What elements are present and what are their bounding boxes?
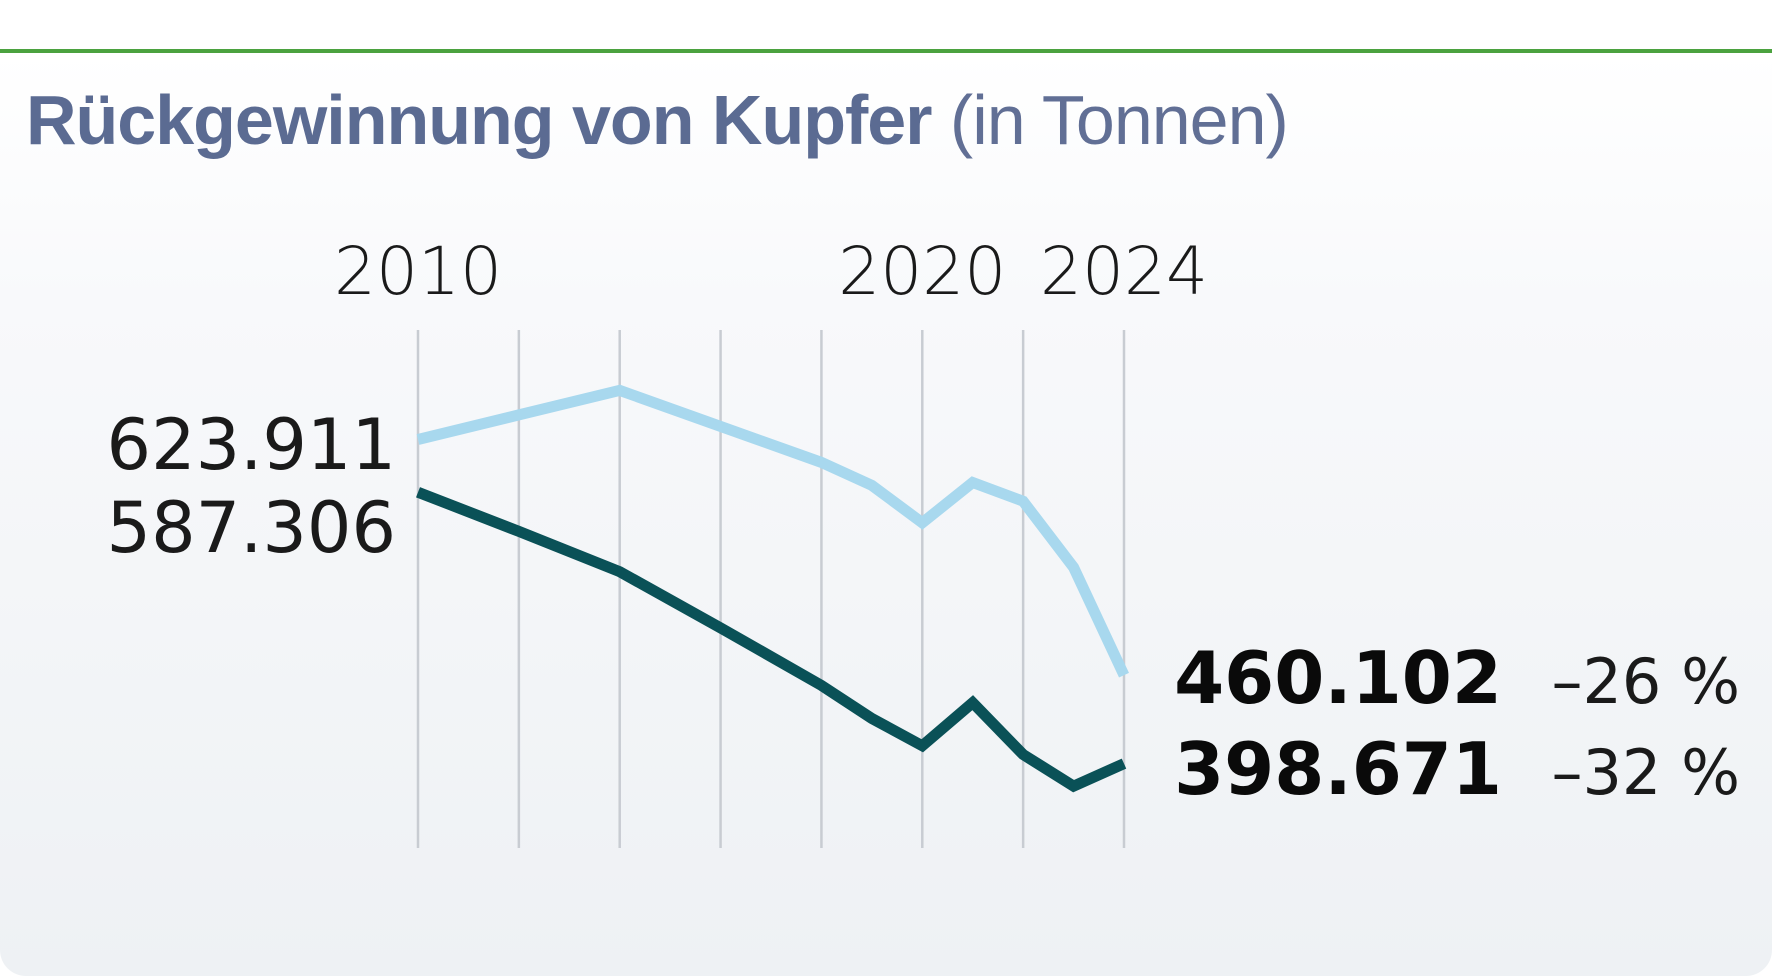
- end-value-label: 460.102: [1174, 636, 1502, 720]
- grid-lines: [418, 330, 1124, 848]
- series-line-dark: [418, 492, 1124, 786]
- data-series: [418, 390, 1124, 786]
- start-value-label: 623.911: [107, 404, 396, 486]
- x-tick-label: 2010: [334, 233, 502, 310]
- change-label: –32 %: [1551, 736, 1740, 809]
- x-tick-label: 2020: [838, 233, 1006, 310]
- x-axis-labels: 2010 2020 2024: [334, 233, 1208, 310]
- x-tick-label: 2024: [1040, 233, 1208, 310]
- change-label: –26 %: [1551, 645, 1740, 718]
- start-value-label: 587.306: [107, 487, 396, 569]
- end-value-label: 398.671: [1174, 727, 1502, 811]
